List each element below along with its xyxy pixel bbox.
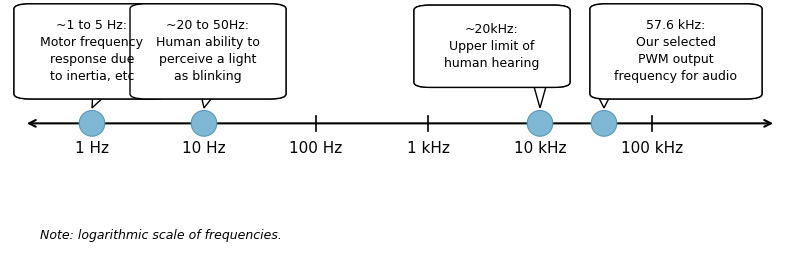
Text: Note: logarithmic scale of frequencies.: Note: logarithmic scale of frequencies. [40,228,282,242]
Polygon shape [92,94,107,108]
Polygon shape [597,94,611,108]
Text: 1 Hz: 1 Hz [75,141,109,156]
Ellipse shape [191,111,217,136]
Text: 100 Hz: 100 Hz [290,141,342,156]
FancyBboxPatch shape [590,4,762,99]
FancyBboxPatch shape [130,4,286,99]
Text: 1 kHz: 1 kHz [406,141,450,156]
FancyBboxPatch shape [590,4,762,99]
Text: 57.6 kHz:
Our selected
PWM output
frequency for audio: 57.6 kHz: Our selected PWM output freque… [614,19,738,84]
Polygon shape [201,94,215,108]
Text: 10 kHz: 10 kHz [514,141,566,156]
Text: ~20kHz:
Upper limit of
human hearing: ~20kHz: Upper limit of human hearing [444,23,540,70]
FancyBboxPatch shape [414,5,570,87]
Text: 100 kHz: 100 kHz [621,141,683,156]
FancyBboxPatch shape [14,4,170,99]
Text: 10 Hz: 10 Hz [182,141,226,156]
Ellipse shape [527,111,553,136]
Ellipse shape [79,111,105,136]
Text: ~20 to 50Hz:
Human ability to
perceive a light
as blinking: ~20 to 50Hz: Human ability to perceive a… [156,19,260,84]
FancyBboxPatch shape [130,4,286,99]
FancyBboxPatch shape [414,5,570,87]
Text: ~1 to 5 Hz:
Motor frequency
response due
to inertia, etc: ~1 to 5 Hz: Motor frequency response due… [41,19,143,84]
FancyBboxPatch shape [14,4,170,99]
Ellipse shape [591,111,617,136]
Polygon shape [533,82,547,108]
